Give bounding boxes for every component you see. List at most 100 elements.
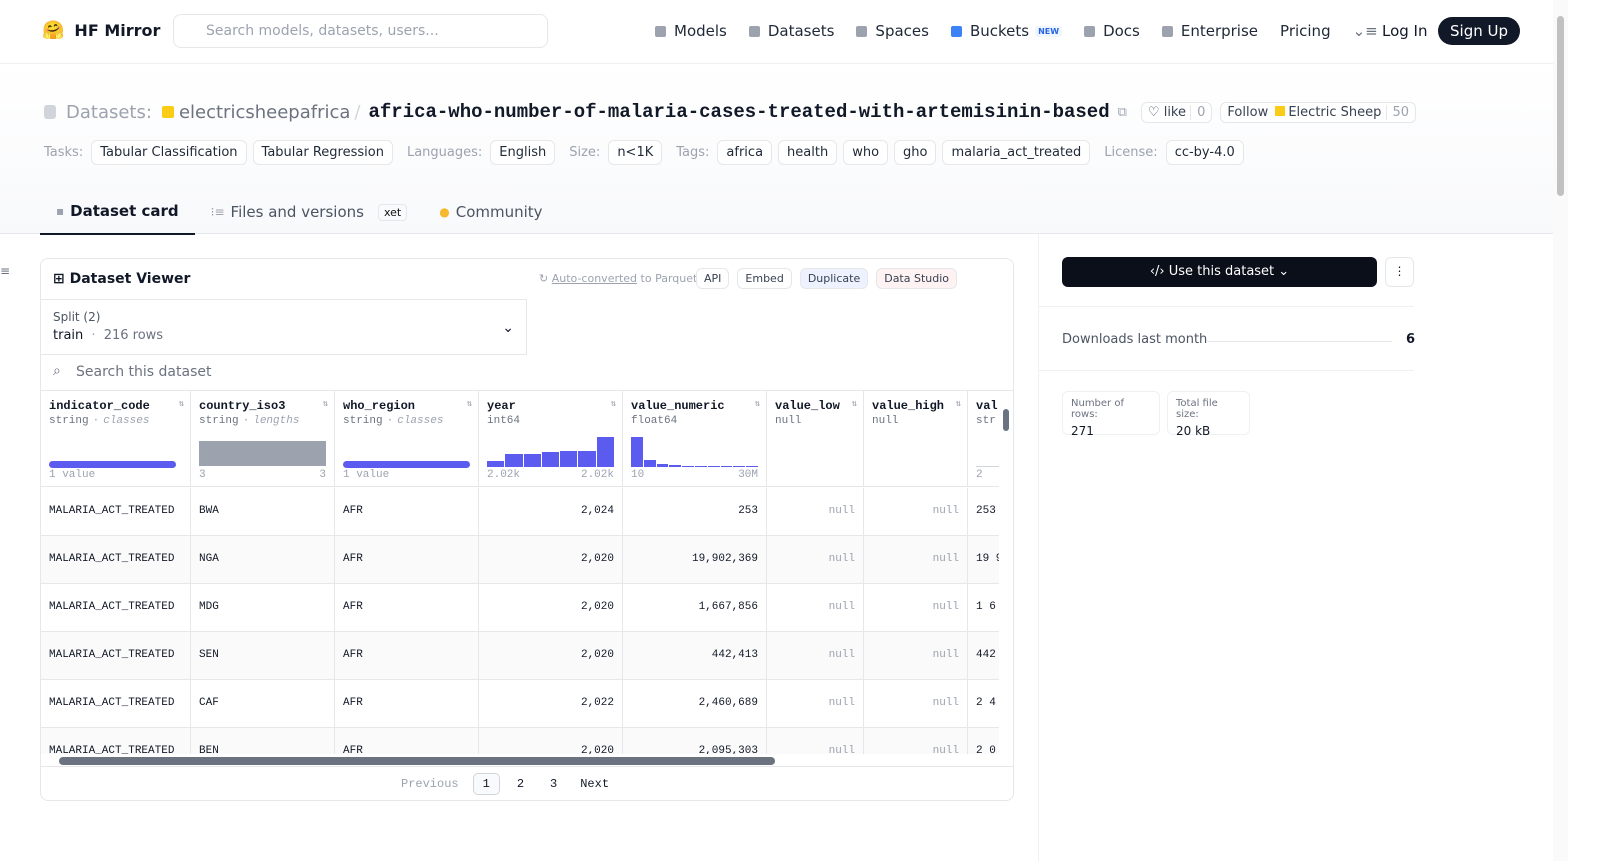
column-name[interactable]: value_low xyxy=(775,399,840,413)
sort-icon[interactable]: ⇅ xyxy=(955,399,961,409)
follow-button[interactable]: Follow Electric Sheep 50 xyxy=(1220,101,1417,123)
like-button[interactable]: ♡ like 0 xyxy=(1140,101,1213,123)
nav-icon xyxy=(856,25,868,37)
tag[interactable]: malaria_act_treated xyxy=(942,140,1091,165)
tag[interactable]: who xyxy=(843,140,889,165)
column-max: 3 xyxy=(319,469,326,481)
nav-label[interactable]: Docs xyxy=(1103,22,1140,40)
next[interactable]: Next xyxy=(580,777,610,791)
repo-name[interactable]: africa-who-number-of-malaria-cases-treat… xyxy=(368,101,1110,123)
horizontal-scrollbar[interactable] xyxy=(59,757,775,765)
sort-icon[interactable]: ⇅ xyxy=(322,399,328,409)
tag[interactable]: cc-by-4.0 xyxy=(1165,140,1244,165)
more-menu[interactable]: ⋮ xyxy=(1385,257,1414,287)
tag[interactable]: n<1K xyxy=(608,140,663,165)
repo-owner[interactable]: electricsheepafrica xyxy=(178,101,351,123)
column-header[interactable]: country_iso3 string · lengths ⇅ 3 3 xyxy=(191,391,335,487)
nav-item[interactable]: Buckets NEW xyxy=(950,22,1063,40)
tab[interactable]: ⁝≡ Files and versions xet xyxy=(195,198,424,235)
histogram-bar xyxy=(669,464,682,467)
column-header[interactable]: value_low null ⇅ xyxy=(767,391,864,487)
nav-item[interactable]: Pricing xyxy=(1280,22,1331,40)
column-header[interactable]: value_high null ⇅ xyxy=(864,391,968,487)
page-link[interactable]: 1 xyxy=(472,773,500,795)
nav: Models Datasets Spaces Buckets NEW Docs Enterp… xyxy=(655,22,1378,40)
tab-label[interactable]: Dataset card xyxy=(70,202,179,220)
like-label[interactable]: like xyxy=(1163,104,1186,120)
tag[interactable]: gho xyxy=(894,140,937,165)
dataset-search[interactable]: ⌕ Search this dataset xyxy=(41,355,1013,391)
nav-label[interactable]: Enterprise xyxy=(1180,22,1259,40)
tab[interactable]: ▪ Dataset card xyxy=(40,198,195,235)
tag[interactable]: health xyxy=(778,140,838,165)
tag[interactable]: africa xyxy=(717,140,773,165)
column-name[interactable]: who_region xyxy=(343,399,416,413)
brand-name[interactable]: HF Mirror xyxy=(74,21,161,40)
nav-item[interactable]: Models xyxy=(655,22,727,40)
column-type: string · classes xyxy=(343,415,470,427)
nav-item[interactable]: Datasets xyxy=(748,22,835,40)
pagination: Previous 1 2 3 Next xyxy=(401,773,609,795)
column-header[interactable]: val str 2 xyxy=(968,391,999,487)
column-header[interactable]: indicator_code string · classes ⇅ 1 value xyxy=(41,391,191,487)
viewer-button[interactable]: Data Studio xyxy=(876,268,958,289)
org-name[interactable]: Electric Sheep xyxy=(1288,104,1382,120)
login[interactable]: Log In xyxy=(1382,22,1428,40)
tab-label[interactable]: Files and versions xyxy=(230,203,364,221)
viewer-button[interactable]: API xyxy=(696,268,730,289)
table-cell: 2,022 xyxy=(479,680,623,728)
tag[interactable]: English xyxy=(490,140,556,165)
column-min: 3 xyxy=(199,469,206,481)
sort-icon[interactable]: ⇅ xyxy=(466,399,472,409)
tab[interactable]: ● Community xyxy=(423,198,558,235)
nav-item[interactable]: Spaces xyxy=(856,22,929,40)
histogram-bar xyxy=(487,461,505,467)
sidebar-toggle[interactable]: ≡ xyxy=(0,264,11,278)
split-select[interactable]: Split (2) train · 216 rows ⌄ xyxy=(41,299,527,355)
tag[interactable]: Tabular Regression xyxy=(252,140,393,165)
auto-link[interactable]: Auto-converted xyxy=(551,272,638,285)
column-name[interactable]: country_iso3 xyxy=(199,399,286,413)
page-scrollbar[interactable] xyxy=(1553,0,1568,861)
signup[interactable]: Sign Up xyxy=(1438,17,1520,45)
sort-icon[interactable]: ⇅ xyxy=(851,399,857,409)
column-name[interactable]: value_high xyxy=(872,399,945,413)
table-cell: NGA xyxy=(191,536,335,584)
column-kind: classes xyxy=(103,415,150,427)
viewer-button[interactable]: Duplicate xyxy=(799,268,869,289)
sort-icon[interactable]: ⇅ xyxy=(754,399,760,409)
column-name[interactable]: value_numeric xyxy=(631,399,725,413)
nav-label[interactable]: Buckets xyxy=(969,22,1030,40)
nav-label[interactable]: Models xyxy=(674,22,727,40)
nav-label[interactable]: Pricing xyxy=(1280,22,1331,40)
vertical-scrollbar[interactable] xyxy=(1001,391,1013,754)
sort-icon[interactable]: ⇅ xyxy=(178,399,184,409)
page-link[interactable]: 2 xyxy=(516,777,525,791)
brand[interactable]: 🤗 HF Mirror xyxy=(42,20,161,41)
divider xyxy=(1038,234,1039,861)
column-name[interactable]: year xyxy=(487,399,516,413)
follow-label[interactable]: Follow xyxy=(1227,104,1269,120)
column-header[interactable]: value_numeric float64 ⇅ 10 30M xyxy=(623,391,767,487)
page-link[interactable]: 3 xyxy=(550,777,558,791)
column-name[interactable]: val xyxy=(976,399,998,413)
search-box[interactable]: Search models, datasets, users... xyxy=(173,14,548,48)
tab-label[interactable]: Community xyxy=(455,203,543,221)
repo-kind[interactable]: Datasets: xyxy=(66,101,152,123)
column-name[interactable]: indicator_code xyxy=(49,399,150,413)
more-nav[interactable]: ⌄≡ xyxy=(1352,22,1378,40)
split-name[interactable]: train xyxy=(53,328,84,343)
column-header[interactable]: who_region string · classes ⇅ 1 value xyxy=(335,391,479,487)
nav-item[interactable]: Enterprise xyxy=(1161,22,1259,40)
dataset-search-placeholder[interactable]: Search this dataset xyxy=(76,364,212,380)
column-dtype: float64 xyxy=(631,415,678,427)
nav-label[interactable]: Spaces xyxy=(875,22,929,40)
viewer-button[interactable]: Embed xyxy=(737,268,792,289)
column-header[interactable]: year int64 ⇅ 2.02k 2.02k xyxy=(479,391,623,487)
tag[interactable]: Tabular Classification xyxy=(91,140,247,165)
nav-item[interactable]: Docs xyxy=(1084,22,1140,40)
sort-icon[interactable]: ⇅ xyxy=(610,399,616,409)
use-dataset[interactable]: ‹/› Use this dataset ⌄ xyxy=(1062,257,1377,287)
use-dataset-label[interactable]: Use this dataset xyxy=(1168,264,1275,279)
nav-label[interactable]: Datasets xyxy=(767,22,835,40)
